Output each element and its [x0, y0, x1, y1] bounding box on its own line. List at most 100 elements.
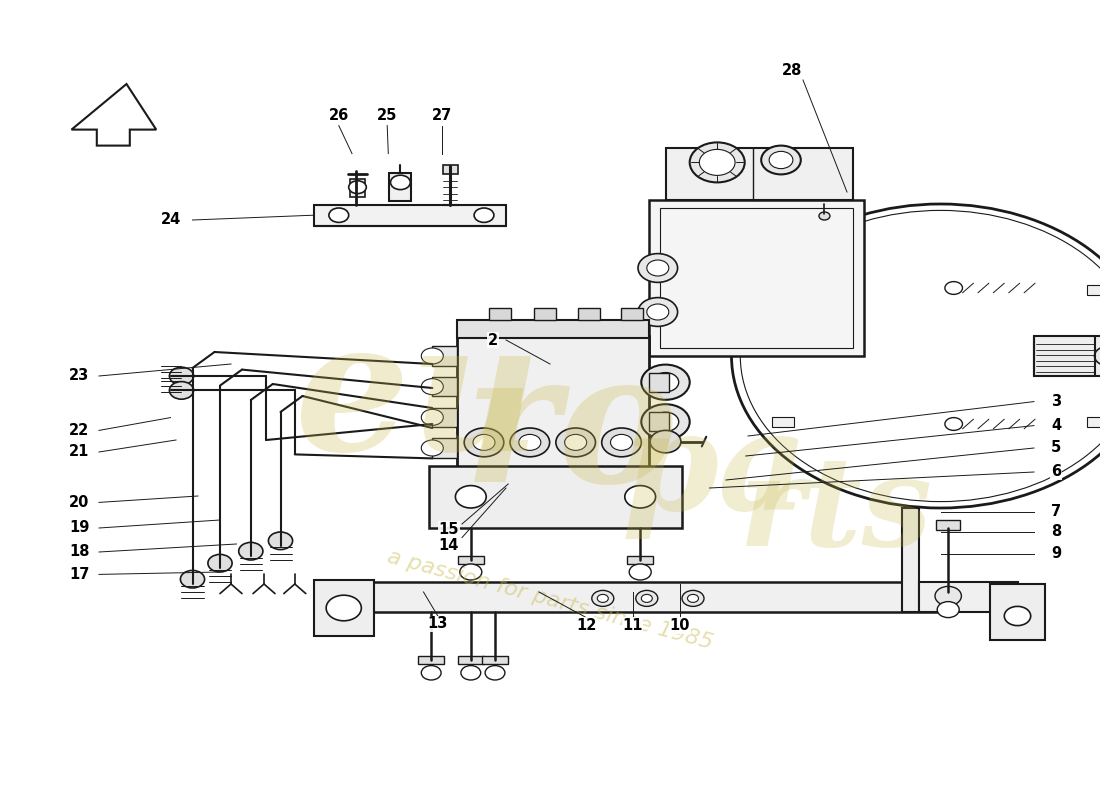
Bar [1087, 285, 1100, 294]
Text: 25: 25 [377, 109, 397, 123]
Circle shape [638, 298, 678, 326]
Circle shape [455, 486, 486, 508]
Text: 15: 15 [439, 522, 459, 537]
Circle shape [690, 142, 745, 182]
Circle shape [390, 175, 410, 190]
Bar [418, 656, 444, 664]
Circle shape [592, 590, 614, 606]
Circle shape [682, 590, 704, 606]
Bar [627, 556, 653, 564]
Circle shape [641, 365, 690, 400]
Bar [314, 580, 374, 636]
Text: 22: 22 [69, 423, 89, 438]
Bar [649, 373, 669, 392]
Text: 7: 7 [1050, 505, 1062, 519]
Text: 2: 2 [487, 333, 498, 347]
Text: 5: 5 [1050, 441, 1062, 455]
Bar [621, 308, 643, 320]
Circle shape [421, 378, 443, 394]
Circle shape [945, 418, 962, 430]
Bar [458, 656, 484, 664]
Circle shape [641, 594, 652, 602]
Bar [389, 173, 411, 201]
Circle shape [564, 434, 586, 450]
Text: 27: 27 [432, 109, 452, 123]
Bar [443, 165, 458, 174]
Text: 3: 3 [1050, 394, 1062, 409]
Circle shape [421, 348, 443, 364]
Text: 18: 18 [69, 545, 89, 559]
Bar [432, 377, 456, 396]
Text: 24: 24 [161, 213, 180, 227]
Circle shape [597, 594, 608, 602]
Circle shape [761, 146, 801, 174]
Circle shape [349, 181, 366, 194]
Circle shape [326, 595, 361, 621]
Text: eu: eu [295, 312, 541, 488]
Bar [772, 417, 794, 426]
Circle shape [421, 440, 443, 456]
Circle shape [169, 367, 194, 385]
Text: 23: 23 [69, 369, 89, 383]
Text: ro: ro [464, 344, 680, 520]
Circle shape [169, 382, 194, 399]
Circle shape [652, 412, 679, 431]
Bar [490, 308, 512, 320]
Circle shape [180, 570, 205, 588]
Bar [578, 308, 600, 320]
Circle shape [647, 260, 669, 276]
Text: 28: 28 [782, 63, 802, 78]
Circle shape [268, 532, 293, 550]
Bar [902, 508, 918, 612]
Circle shape [329, 208, 349, 222]
Circle shape [208, 554, 232, 572]
Circle shape [636, 590, 658, 606]
Circle shape [485, 666, 505, 680]
Text: 11: 11 [623, 618, 642, 633]
Bar [1034, 336, 1100, 376]
Circle shape [556, 428, 595, 457]
Text: 21: 21 [69, 445, 89, 459]
Bar [936, 520, 960, 530]
Bar [432, 408, 456, 427]
Circle shape [421, 666, 441, 680]
Circle shape [473, 434, 495, 450]
Circle shape [1004, 606, 1031, 626]
Circle shape [945, 282, 962, 294]
Circle shape [461, 666, 481, 680]
Text: 26: 26 [329, 109, 349, 123]
Text: 9: 9 [1050, 546, 1062, 561]
Text: rts: rts [739, 451, 933, 573]
Circle shape [474, 208, 494, 222]
Text: 12: 12 [576, 618, 596, 633]
Bar [990, 584, 1045, 640]
Circle shape [239, 542, 263, 560]
Circle shape [650, 430, 681, 453]
Bar [458, 556, 484, 564]
Bar [314, 205, 506, 226]
Circle shape [937, 602, 959, 618]
Circle shape [641, 404, 690, 439]
Text: pa: pa [621, 405, 808, 539]
Text: a passion for parts since 1985: a passion for parts since 1985 [385, 547, 715, 653]
Circle shape [769, 151, 793, 169]
Circle shape [510, 428, 550, 457]
Text: 17: 17 [69, 567, 89, 582]
Bar [482, 656, 508, 664]
Circle shape [610, 434, 632, 450]
Circle shape [818, 212, 830, 220]
Bar [1087, 418, 1100, 427]
Bar [456, 336, 649, 468]
Circle shape [602, 428, 641, 457]
Bar [429, 466, 682, 528]
Bar [649, 200, 864, 356]
Circle shape [652, 373, 679, 392]
Circle shape [625, 486, 656, 508]
Circle shape [700, 150, 735, 175]
Bar [432, 346, 456, 366]
Bar [918, 582, 1018, 612]
Bar [660, 208, 852, 348]
Circle shape [935, 586, 961, 606]
Circle shape [1094, 346, 1100, 366]
Circle shape [647, 304, 669, 320]
